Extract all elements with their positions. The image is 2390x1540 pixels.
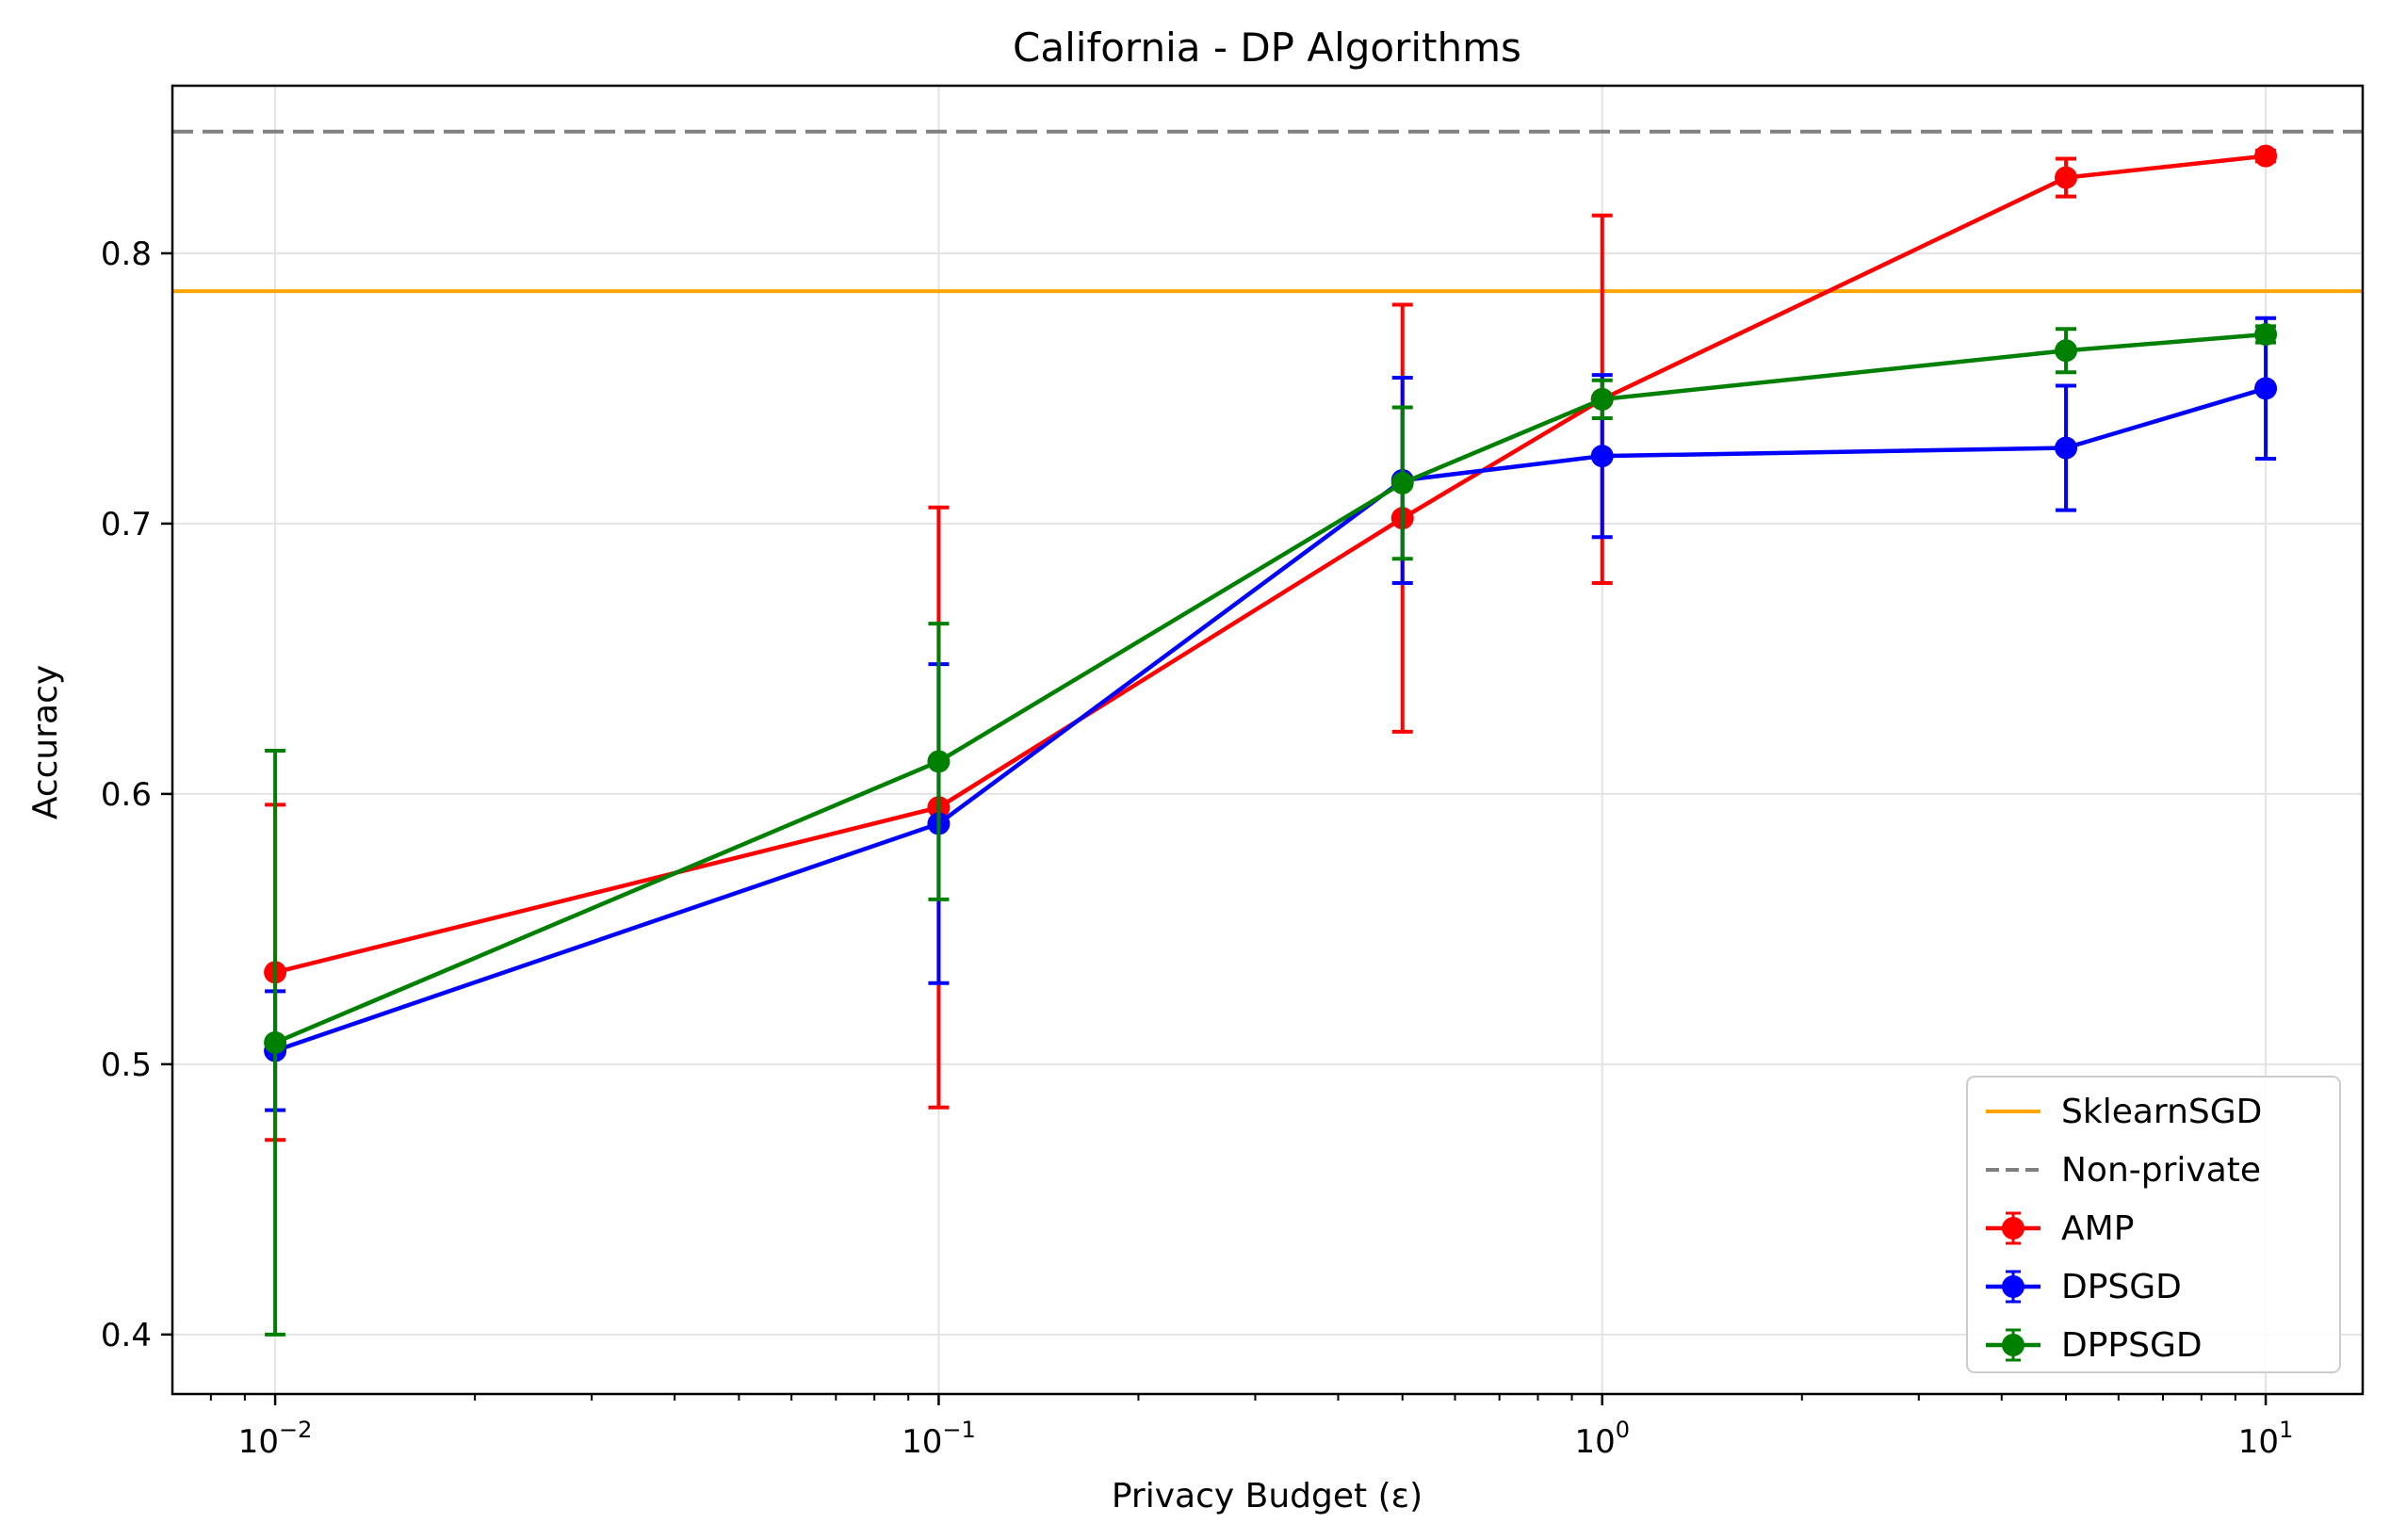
legend-entry-non-private: Non-private [1986,1151,2261,1190]
data-point [264,1030,287,1054]
legend-label: AMP [2061,1209,2134,1248]
legend-marker [2002,1275,2024,1298]
legend-entry-sklearnsgd: SklearnSGD [1986,1093,2262,1131]
x-tick-label: 10−2 [238,1417,313,1461]
series-line [274,386,2267,1053]
legend-entry-amp: AMP [1986,1209,2134,1248]
legend-label: Non-private [2061,1151,2261,1190]
y-tick-label: 0.8 [101,235,152,273]
legend: SklearnSGD Non-private AMP DPSGD DPPSGD [1966,1076,2341,1373]
legend-entry-dpsgd: DPSGD [1986,1268,2182,1306]
legend-label: SklearnSGD [2061,1093,2262,1131]
data-point [927,750,951,773]
legend-marker [2002,1217,2024,1240]
series-dppsgd [264,323,2278,1337]
data-point [2254,144,2278,168]
series-group [264,144,2278,1337]
data-point [2254,377,2278,400]
x-tick-label: 10−1 [902,1417,976,1461]
y-tick-label: 0.6 [101,776,152,814]
x-tick-base: 10 [902,1423,942,1461]
x-tick-exponent: −2 [279,1417,312,1443]
y-tick-label: 0.5 [101,1046,152,1084]
data-point [2055,339,2078,363]
x-tick-base: 10 [2238,1423,2279,1461]
y-axis-label: Accuracy [26,665,65,819]
reference-lines [172,129,2363,294]
x-tick-exponent: 1 [2279,1417,2293,1443]
data-point [1590,445,1614,468]
y-tick-label: 0.4 [101,1317,152,1354]
x-tick-exponent: 0 [1616,1417,1630,1443]
legend-label: DPSGD [2061,1268,2182,1306]
plot-frame [171,84,2365,1396]
legend-label: DPPSGD [2061,1326,2203,1365]
chart-title: California - DP Algorithms [1013,24,1521,71]
legend-entry-dppsgd: DPPSGD [1986,1326,2203,1365]
x-tick-label: 101 [2238,1417,2294,1461]
legend-box [1966,1076,2341,1373]
series-line [274,154,2267,975]
data-point [2055,436,2078,460]
legend-marker [2002,1334,2024,1356]
data-point [2055,166,2078,189]
y-tick-label: 0.7 [101,506,152,543]
data-point [1390,471,1414,494]
x-tick-label: 100 [1574,1417,1630,1461]
data-point [1590,387,1614,411]
x-tick-exponent: −1 [942,1417,975,1443]
data-point [2254,323,2278,347]
x-tick-base: 10 [1574,1423,1615,1461]
x-axis-label: Privacy Budget (ε) [1112,1477,1423,1516]
x-tick-base: 10 [238,1423,279,1461]
series-line [274,332,2267,1045]
